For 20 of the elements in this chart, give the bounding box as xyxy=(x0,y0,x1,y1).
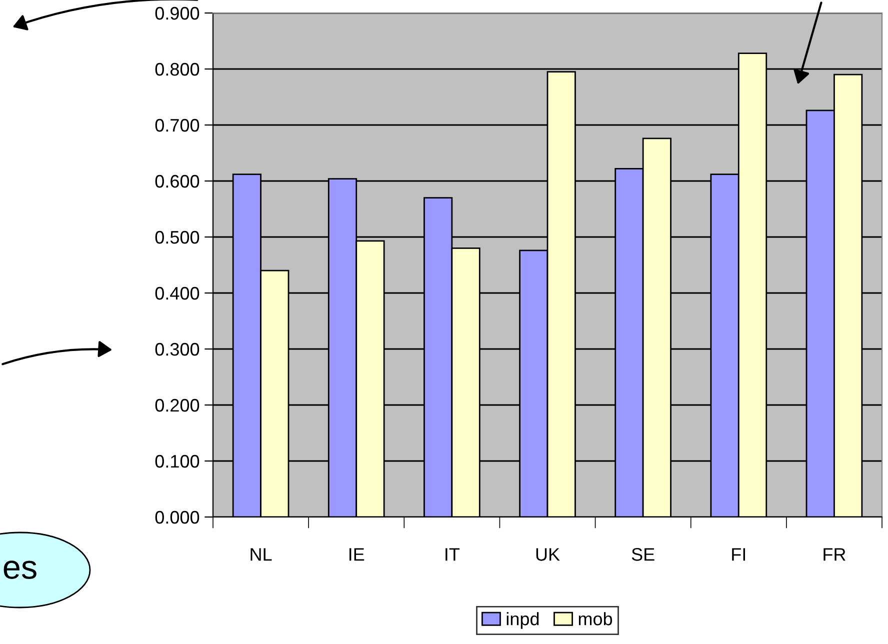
x-tick-label: FI xyxy=(732,548,745,561)
y-tick-label: 0.500 xyxy=(155,230,200,244)
x-tick-label: NL xyxy=(250,548,272,561)
y-tick-label: 0.900 xyxy=(155,6,200,20)
y-tick-label: 0.300 xyxy=(155,342,200,356)
y-tick-label: 0.100 xyxy=(155,454,200,468)
x-tick-label: IT xyxy=(446,548,460,561)
y-tick-label: 0.600 xyxy=(155,174,200,188)
y-tick-label: 0.800 xyxy=(155,62,200,76)
legend-label: inpd xyxy=(506,612,539,629)
x-tick-label: IE xyxy=(349,548,364,561)
x-tick-label: SE xyxy=(632,548,654,561)
legend-label: mob xyxy=(578,612,612,626)
y-tick-label: 0.000 xyxy=(155,510,200,524)
y-tick-label: 0.700 xyxy=(155,118,200,132)
text: es xyxy=(4,560,36,579)
y-tick-label: 0.400 xyxy=(155,286,200,300)
x-tick-label: FR xyxy=(824,548,846,561)
y-tick-label: 0.200 xyxy=(155,398,200,412)
x-tick-label: UK xyxy=(536,548,560,561)
